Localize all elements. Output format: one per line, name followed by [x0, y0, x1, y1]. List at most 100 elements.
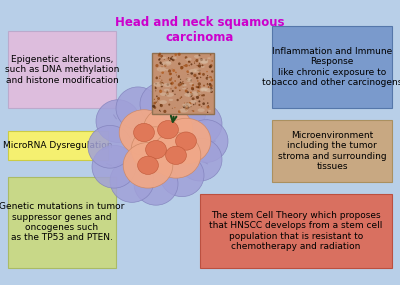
Ellipse shape	[165, 94, 167, 96]
Ellipse shape	[187, 91, 189, 93]
Ellipse shape	[198, 59, 208, 64]
Ellipse shape	[166, 93, 174, 97]
Ellipse shape	[164, 89, 170, 92]
Ellipse shape	[192, 110, 193, 111]
Ellipse shape	[191, 91, 200, 96]
Ellipse shape	[159, 70, 160, 71]
Ellipse shape	[170, 57, 173, 60]
Ellipse shape	[192, 97, 194, 100]
Ellipse shape	[165, 69, 169, 71]
Ellipse shape	[159, 76, 161, 77]
FancyBboxPatch shape	[272, 120, 392, 182]
Ellipse shape	[154, 99, 155, 100]
Ellipse shape	[184, 93, 192, 97]
Ellipse shape	[180, 82, 181, 83]
Ellipse shape	[211, 70, 214, 73]
Ellipse shape	[146, 141, 166, 159]
Ellipse shape	[190, 63, 192, 65]
Ellipse shape	[172, 57, 177, 59]
Ellipse shape	[196, 86, 198, 88]
Ellipse shape	[186, 78, 188, 80]
Ellipse shape	[180, 79, 181, 80]
Ellipse shape	[151, 133, 201, 178]
Ellipse shape	[202, 73, 205, 76]
Ellipse shape	[154, 82, 163, 87]
Ellipse shape	[198, 65, 200, 67]
Ellipse shape	[159, 90, 162, 93]
Ellipse shape	[181, 96, 182, 98]
Ellipse shape	[189, 83, 193, 85]
Ellipse shape	[186, 78, 188, 81]
Ellipse shape	[174, 107, 176, 108]
FancyBboxPatch shape	[200, 194, 392, 268]
Ellipse shape	[161, 82, 163, 84]
Ellipse shape	[192, 84, 194, 86]
Ellipse shape	[180, 108, 188, 113]
Ellipse shape	[153, 102, 156, 105]
Ellipse shape	[197, 80, 198, 82]
Ellipse shape	[208, 86, 210, 88]
Ellipse shape	[176, 99, 179, 101]
Ellipse shape	[175, 72, 177, 73]
Ellipse shape	[188, 72, 189, 73]
Ellipse shape	[155, 90, 156, 91]
Ellipse shape	[154, 106, 156, 109]
Ellipse shape	[169, 73, 172, 75]
Ellipse shape	[160, 90, 161, 91]
Ellipse shape	[190, 92, 192, 93]
Ellipse shape	[178, 53, 181, 56]
Ellipse shape	[157, 67, 166, 72]
Ellipse shape	[195, 102, 196, 103]
Ellipse shape	[184, 103, 185, 104]
Ellipse shape	[176, 132, 196, 150]
Ellipse shape	[170, 83, 172, 85]
Ellipse shape	[156, 77, 158, 79]
Ellipse shape	[164, 64, 167, 67]
Ellipse shape	[172, 58, 174, 61]
Ellipse shape	[210, 87, 212, 90]
Ellipse shape	[156, 101, 157, 103]
Ellipse shape	[186, 79, 192, 82]
Ellipse shape	[156, 95, 158, 97]
Ellipse shape	[201, 106, 202, 107]
Ellipse shape	[172, 90, 174, 92]
Ellipse shape	[207, 112, 208, 113]
Ellipse shape	[186, 105, 188, 108]
Ellipse shape	[170, 58, 171, 59]
Ellipse shape	[172, 108, 173, 109]
Text: Epigenetic alterations,
such as DNA methylation
and histone modification: Epigenetic alterations, such as DNA meth…	[5, 55, 119, 85]
Ellipse shape	[191, 87, 194, 90]
Ellipse shape	[159, 100, 167, 104]
Ellipse shape	[190, 79, 192, 81]
Ellipse shape	[171, 82, 174, 85]
Ellipse shape	[155, 87, 157, 89]
Ellipse shape	[119, 110, 169, 155]
Ellipse shape	[192, 69, 195, 72]
Ellipse shape	[198, 73, 200, 75]
Ellipse shape	[174, 53, 177, 56]
Ellipse shape	[210, 54, 212, 56]
Ellipse shape	[198, 104, 200, 106]
Ellipse shape	[160, 104, 161, 106]
Ellipse shape	[186, 70, 189, 73]
Ellipse shape	[92, 145, 136, 188]
Ellipse shape	[163, 110, 166, 113]
Ellipse shape	[200, 88, 207, 92]
Ellipse shape	[166, 92, 169, 95]
Ellipse shape	[182, 105, 183, 107]
Ellipse shape	[167, 93, 168, 94]
Ellipse shape	[170, 88, 172, 89]
Ellipse shape	[155, 86, 156, 88]
FancyBboxPatch shape	[8, 177, 116, 268]
Ellipse shape	[168, 103, 170, 106]
Ellipse shape	[131, 127, 181, 172]
Ellipse shape	[172, 69, 175, 72]
Ellipse shape	[159, 62, 162, 64]
Ellipse shape	[190, 100, 197, 103]
Ellipse shape	[158, 121, 178, 139]
Ellipse shape	[178, 75, 180, 77]
FancyBboxPatch shape	[8, 31, 116, 108]
Ellipse shape	[198, 86, 201, 89]
Ellipse shape	[195, 103, 196, 105]
Ellipse shape	[161, 80, 162, 81]
